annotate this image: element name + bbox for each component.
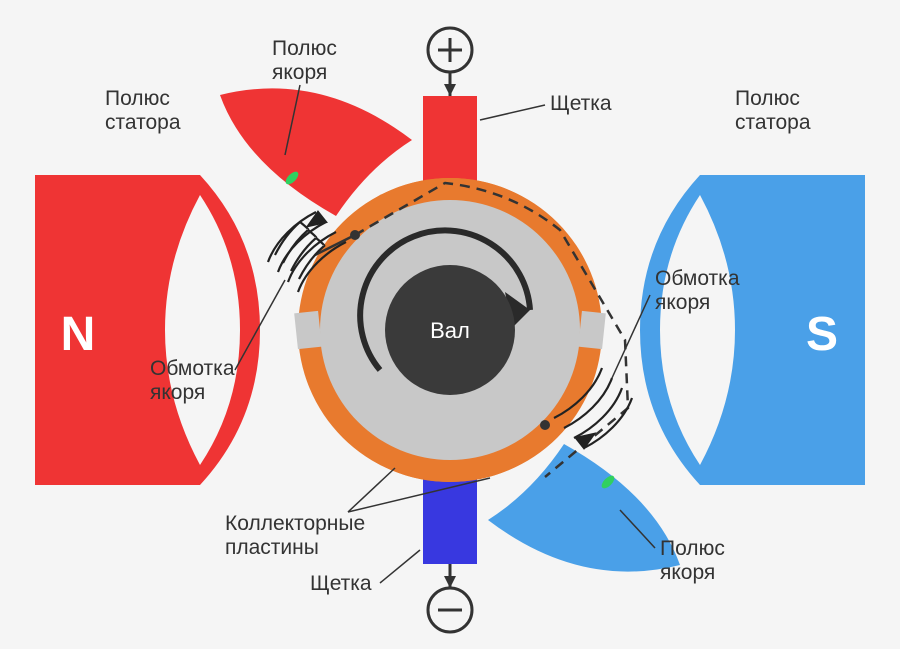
loop-node-br [540, 420, 550, 430]
label-stator-right: Полюсстатора [735, 87, 811, 134]
brush-top [423, 96, 477, 182]
stator-south-letter: S [806, 308, 838, 361]
stator-north-letter: N [61, 308, 96, 361]
shaft-label: Вал [430, 318, 470, 343]
svg-text:Щетка: Щетка [550, 92, 612, 115]
loop-node-tl [350, 230, 360, 240]
label-stator-left: Полюсстатора [105, 87, 181, 134]
svg-text:Полюсякоря: Полюсякоря [660, 537, 725, 584]
svg-text:Полюсстатора: Полюсстатора [105, 87, 181, 134]
svg-text:Полюсстатора: Полюсстатора [735, 87, 811, 134]
svg-text:Полюсякоря: Полюсякоря [272, 37, 337, 84]
brush-bottom [423, 478, 477, 564]
svg-text:Щетка: Щетка [310, 572, 372, 595]
